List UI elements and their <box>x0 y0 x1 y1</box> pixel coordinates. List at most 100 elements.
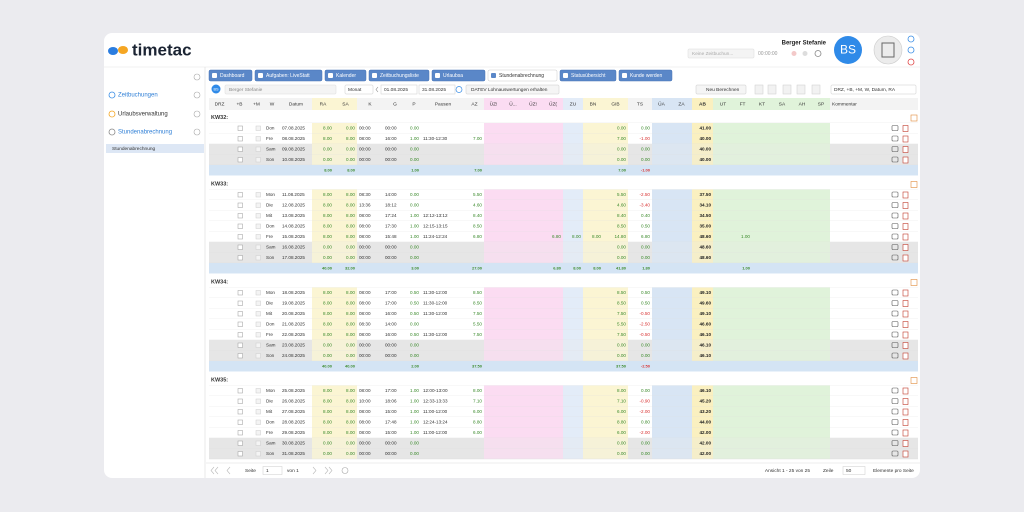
status-field[interactable] <box>687 48 755 59</box>
pause-button[interactable] <box>802 51 808 56</box>
row-action[interactable] <box>891 352 899 359</box>
tool-icon[interactable] <box>754 84 764 95</box>
help-icon[interactable] <box>907 35 915 43</box>
column-select[interactable] <box>830 84 917 95</box>
checkbox[interactable] <box>237 440 243 446</box>
checkbox[interactable] <box>237 290 243 296</box>
per-page-select[interactable] <box>842 466 866 475</box>
row-action[interactable] <box>902 310 909 318</box>
row-action[interactable] <box>891 429 899 436</box>
row-action[interactable] <box>902 223 909 230</box>
stop-button[interactable] <box>791 51 797 56</box>
tab[interactable] <box>254 69 323 82</box>
pager-prev[interactable] <box>210 466 231 475</box>
checkbox[interactable] <box>255 223 261 229</box>
checkbox[interactable] <box>255 321 261 327</box>
checkbox[interactable] <box>255 419 261 425</box>
sidebar-help[interactable] <box>193 110 201 118</box>
checkbox[interactable] <box>255 192 261 198</box>
row-action[interactable] <box>891 254 899 261</box>
page-input[interactable] <box>262 466 283 475</box>
checkbox[interactable] <box>237 192 243 198</box>
row-action[interactable] <box>891 300 899 306</box>
checkbox[interactable] <box>255 202 261 208</box>
date-from[interactable] <box>380 84 418 95</box>
checkbox[interactable] <box>255 332 261 338</box>
row-action[interactable] <box>891 321 899 327</box>
row-action[interactable] <box>891 450 899 457</box>
checkbox[interactable] <box>255 244 261 250</box>
row-action[interactable] <box>891 408 899 415</box>
row-action[interactable] <box>891 342 899 348</box>
checkbox[interactable] <box>237 125 243 131</box>
checkbox[interactable] <box>237 136 243 142</box>
checkbox[interactable] <box>237 202 243 208</box>
tab[interactable] <box>618 69 673 82</box>
checkbox[interactable] <box>255 451 261 457</box>
row-action[interactable] <box>902 146 909 153</box>
checkbox[interactable] <box>255 388 261 394</box>
tool-icon[interactable] <box>796 84 806 95</box>
row-action[interactable] <box>902 321 909 328</box>
week-icon[interactable] <box>910 181 918 188</box>
row-action[interactable] <box>902 244 909 251</box>
checkbox[interactable] <box>237 388 243 394</box>
week-icon[interactable] <box>910 114 918 122</box>
row-action[interactable] <box>902 300 909 307</box>
sidebar-toggle[interactable] <box>193 73 201 81</box>
record-button[interactable] <box>814 50 822 57</box>
checkbox[interactable] <box>255 125 261 131</box>
checkbox[interactable] <box>255 430 261 436</box>
date-to[interactable] <box>418 84 456 95</box>
sidebar-help[interactable] <box>193 91 201 99</box>
avatar[interactable] <box>834 36 862 64</box>
row-action[interactable] <box>902 342 909 349</box>
reload[interactable] <box>455 86 463 93</box>
row-action[interactable] <box>902 212 909 220</box>
tab[interactable] <box>487 69 558 82</box>
checkbox[interactable] <box>255 342 261 348</box>
row-action[interactable] <box>902 156 909 164</box>
tab[interactable] <box>559 69 617 82</box>
refresh-icon[interactable] <box>907 46 915 54</box>
checkbox[interactable] <box>255 255 261 261</box>
checkbox[interactable] <box>237 321 243 327</box>
row-action[interactable] <box>902 429 909 437</box>
row-action[interactable] <box>891 146 899 152</box>
sidebar-subitem[interactable]: Stundenabrechnung <box>112 146 156 152</box>
row-action[interactable] <box>891 125 899 131</box>
row-action[interactable] <box>902 125 909 132</box>
tab[interactable] <box>431 69 486 82</box>
row-action[interactable] <box>891 310 899 317</box>
sidebar-item[interactable]: Stundenabrechnung <box>118 130 172 136</box>
tool-icon[interactable] <box>811 84 821 95</box>
row-action[interactable] <box>902 191 909 199</box>
row-action[interactable] <box>902 352 909 360</box>
logout-icon[interactable] <box>907 58 915 66</box>
checkbox[interactable] <box>255 213 261 219</box>
checkbox[interactable] <box>255 300 261 306</box>
sidebar-help[interactable] <box>193 128 201 136</box>
row-action[interactable] <box>902 387 909 395</box>
row-action[interactable] <box>891 233 899 240</box>
checkbox[interactable] <box>237 146 243 152</box>
week-icon[interactable] <box>910 377 918 384</box>
row-action[interactable] <box>891 440 899 446</box>
checkbox[interactable] <box>255 398 261 404</box>
tab[interactable] <box>368 69 430 82</box>
checkbox[interactable] <box>237 419 243 425</box>
checkbox[interactable] <box>255 157 261 163</box>
row-action[interactable] <box>902 398 909 405</box>
checkbox[interactable] <box>255 146 261 152</box>
sidebar-item[interactable]: Zeitbuchungen <box>118 93 158 99</box>
checkbox[interactable] <box>237 157 243 163</box>
week-icon[interactable] <box>910 279 918 286</box>
sidebar-item[interactable]: Urlaubsverwaltung <box>118 112 168 118</box>
row-action[interactable] <box>891 289 899 296</box>
row-action[interactable] <box>891 212 899 219</box>
checkbox[interactable] <box>237 255 243 261</box>
checkbox[interactable] <box>237 244 243 250</box>
checkbox[interactable] <box>237 409 243 415</box>
pager-next[interactable] <box>312 466 333 475</box>
export-button[interactable] <box>465 84 560 95</box>
